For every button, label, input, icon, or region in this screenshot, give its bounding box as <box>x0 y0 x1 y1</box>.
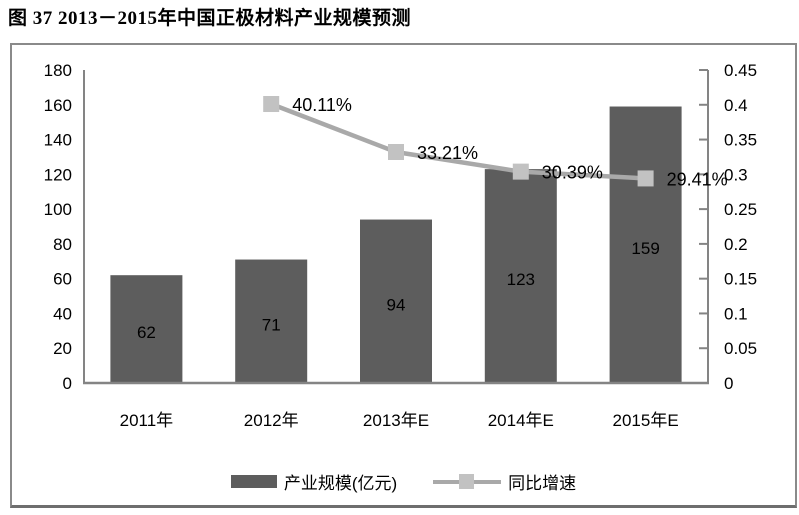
x-axis-label-2014年E: 2014年E <box>488 411 554 430</box>
right-axis-tick-label: 0.4 <box>724 96 748 115</box>
legend-label-yoy-growth: 同比增速 <box>508 474 577 493</box>
right-axis-tick-label: 0 <box>724 374 733 393</box>
right-axis-tick-label: 0.35 <box>724 131 757 150</box>
right-axis-tick-label: 0.45 <box>724 61 757 80</box>
right-axis-tick-label: 0.3 <box>724 165 748 184</box>
right-axis-tick-label: 0.1 <box>724 304 748 323</box>
bar-value-label: 123 <box>507 270 535 289</box>
bar-2011年 <box>110 275 183 383</box>
growth-value-label: 30.39% <box>542 163 603 183</box>
growth-marker-2015年E <box>637 170 654 187</box>
right-axis-tick-label: 0.05 <box>724 339 757 358</box>
bar-value-label: 62 <box>137 323 156 342</box>
growth-value-label: 33.21% <box>417 143 478 163</box>
x-axis-label-2015年E: 2015年E <box>613 411 679 430</box>
bar-value-label: 71 <box>262 315 281 334</box>
bar-2013年E <box>360 219 432 383</box>
right-axis-tick-label: 0.15 <box>724 270 757 289</box>
bar-2014年E <box>484 169 557 383</box>
left-axis-tick-label: 160 <box>44 96 72 115</box>
left-axis-tick-label: 0 <box>63 374 72 393</box>
left-axis-tick-label: 140 <box>44 131 72 150</box>
left-axis-tick-label: 120 <box>44 165 72 184</box>
bar-2015年E <box>609 106 682 383</box>
growth-value-label: 40.11% <box>292 95 352 115</box>
left-axis-tick-label: 80 <box>53 235 72 254</box>
growth-marker-2013年E <box>388 144 404 161</box>
legend-item-industry-scale: 产业规模(亿元) <box>230 469 398 494</box>
growth-value-label: 29.41% <box>667 169 728 189</box>
left-axis-tick-label: 40 <box>53 304 72 323</box>
bar-2012年 <box>235 259 308 383</box>
left-axis-tick-label: 180 <box>44 61 72 80</box>
left-axis-tick-label: 100 <box>44 200 72 219</box>
x-axis-label-2013年E: 2013年E <box>363 411 429 430</box>
left-axis-tick-label: 60 <box>53 270 72 289</box>
growth-marker-2012年 <box>263 96 280 113</box>
growth-marker-2014年E <box>512 163 529 180</box>
chart-canvas: 62 71 94 123 159 180 160 140 120 100 80 60 40 20 0 0.45… <box>44 61 757 430</box>
right-axis-tick-label: 0.25 <box>724 200 757 219</box>
chart-area: 62 71 94 123 159 180 160 140 120 100 80 60 40 20 0 0.45… <box>10 43 797 508</box>
right-axis-tick-label: 0.2 <box>724 235 748 254</box>
legend-bar-swatch-icon <box>230 475 277 488</box>
x-axis-label-2011年: 2011年 <box>120 411 174 430</box>
x-axis-label-2012年: 2012年 <box>244 411 299 430</box>
figure-title: 图 37 2013－2015年中国正极材料产业规模预测 <box>8 8 412 29</box>
legend-line-marker-swatch-icon <box>433 473 502 490</box>
bar-value-label: 94 <box>387 295 406 314</box>
legend-line-swatch-marker <box>459 473 475 489</box>
legend-label-industry-scale: 产业规模(亿元) <box>283 474 398 493</box>
left-axis-tick-label: 20 <box>53 339 72 358</box>
bar-value-label: 159 <box>631 239 659 258</box>
legend: 产业规模(亿元) 同比增速 <box>12 469 795 494</box>
legend-item-yoy-growth: 同比增速 <box>433 469 576 494</box>
growth-line <box>270 101 646 181</box>
